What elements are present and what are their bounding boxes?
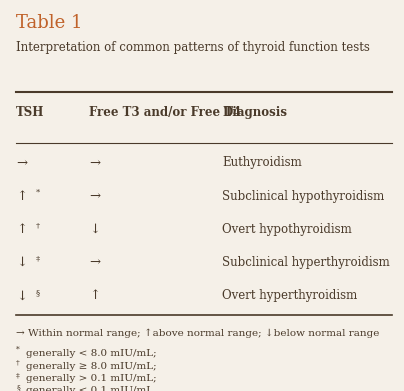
Text: †: † (16, 359, 20, 366)
Text: generally ≥ 8.0 mIU/mL;: generally ≥ 8.0 mIU/mL; (26, 362, 157, 371)
Text: §: § (36, 288, 40, 296)
Text: generally < 8.0 mIU/mL;: generally < 8.0 mIU/mL; (26, 349, 157, 358)
Text: Free T3 and/or Free T4: Free T3 and/or Free T4 (89, 106, 241, 119)
Text: ↑: ↑ (89, 289, 100, 302)
Text: →: → (89, 256, 100, 269)
Text: →: → (89, 156, 100, 169)
Text: Euthyroidism: Euthyroidism (222, 156, 302, 169)
Text: §: § (16, 383, 20, 391)
Text: ↑: ↑ (16, 223, 27, 236)
Text: *: * (36, 188, 40, 196)
Text: Table 1: Table 1 (16, 14, 83, 32)
Text: Subclinical hypothyroidism: Subclinical hypothyroidism (222, 190, 385, 203)
Text: Subclinical hyperthyroidism: Subclinical hyperthyroidism (222, 256, 390, 269)
Text: →: → (89, 190, 100, 203)
Text: ↑: ↑ (16, 190, 27, 203)
Text: ‡: ‡ (16, 371, 20, 379)
Text: generally > 0.1 mIU/mL;: generally > 0.1 mIU/mL; (26, 374, 157, 383)
Text: ‡: ‡ (36, 255, 40, 263)
Text: ↓: ↓ (16, 289, 27, 302)
Text: → Within normal range; ↑above normal range; ↓below normal range: → Within normal range; ↑above normal ran… (16, 328, 379, 338)
Text: *: * (16, 346, 20, 353)
Text: Interpretation of common patterns of thyroid function tests: Interpretation of common patterns of thy… (16, 41, 370, 54)
Text: generally < 0.1 mIU/mL: generally < 0.1 mIU/mL (26, 386, 154, 391)
Text: TSH: TSH (16, 106, 44, 119)
Text: Overt hypothyroidism: Overt hypothyroidism (222, 223, 352, 236)
Text: †: † (36, 222, 40, 230)
Text: ↓: ↓ (16, 256, 27, 269)
Text: Overt hyperthyroidism: Overt hyperthyroidism (222, 289, 358, 302)
Text: →: → (16, 156, 27, 169)
Text: Diagnosis: Diagnosis (222, 106, 287, 119)
Text: ↓: ↓ (89, 223, 100, 236)
